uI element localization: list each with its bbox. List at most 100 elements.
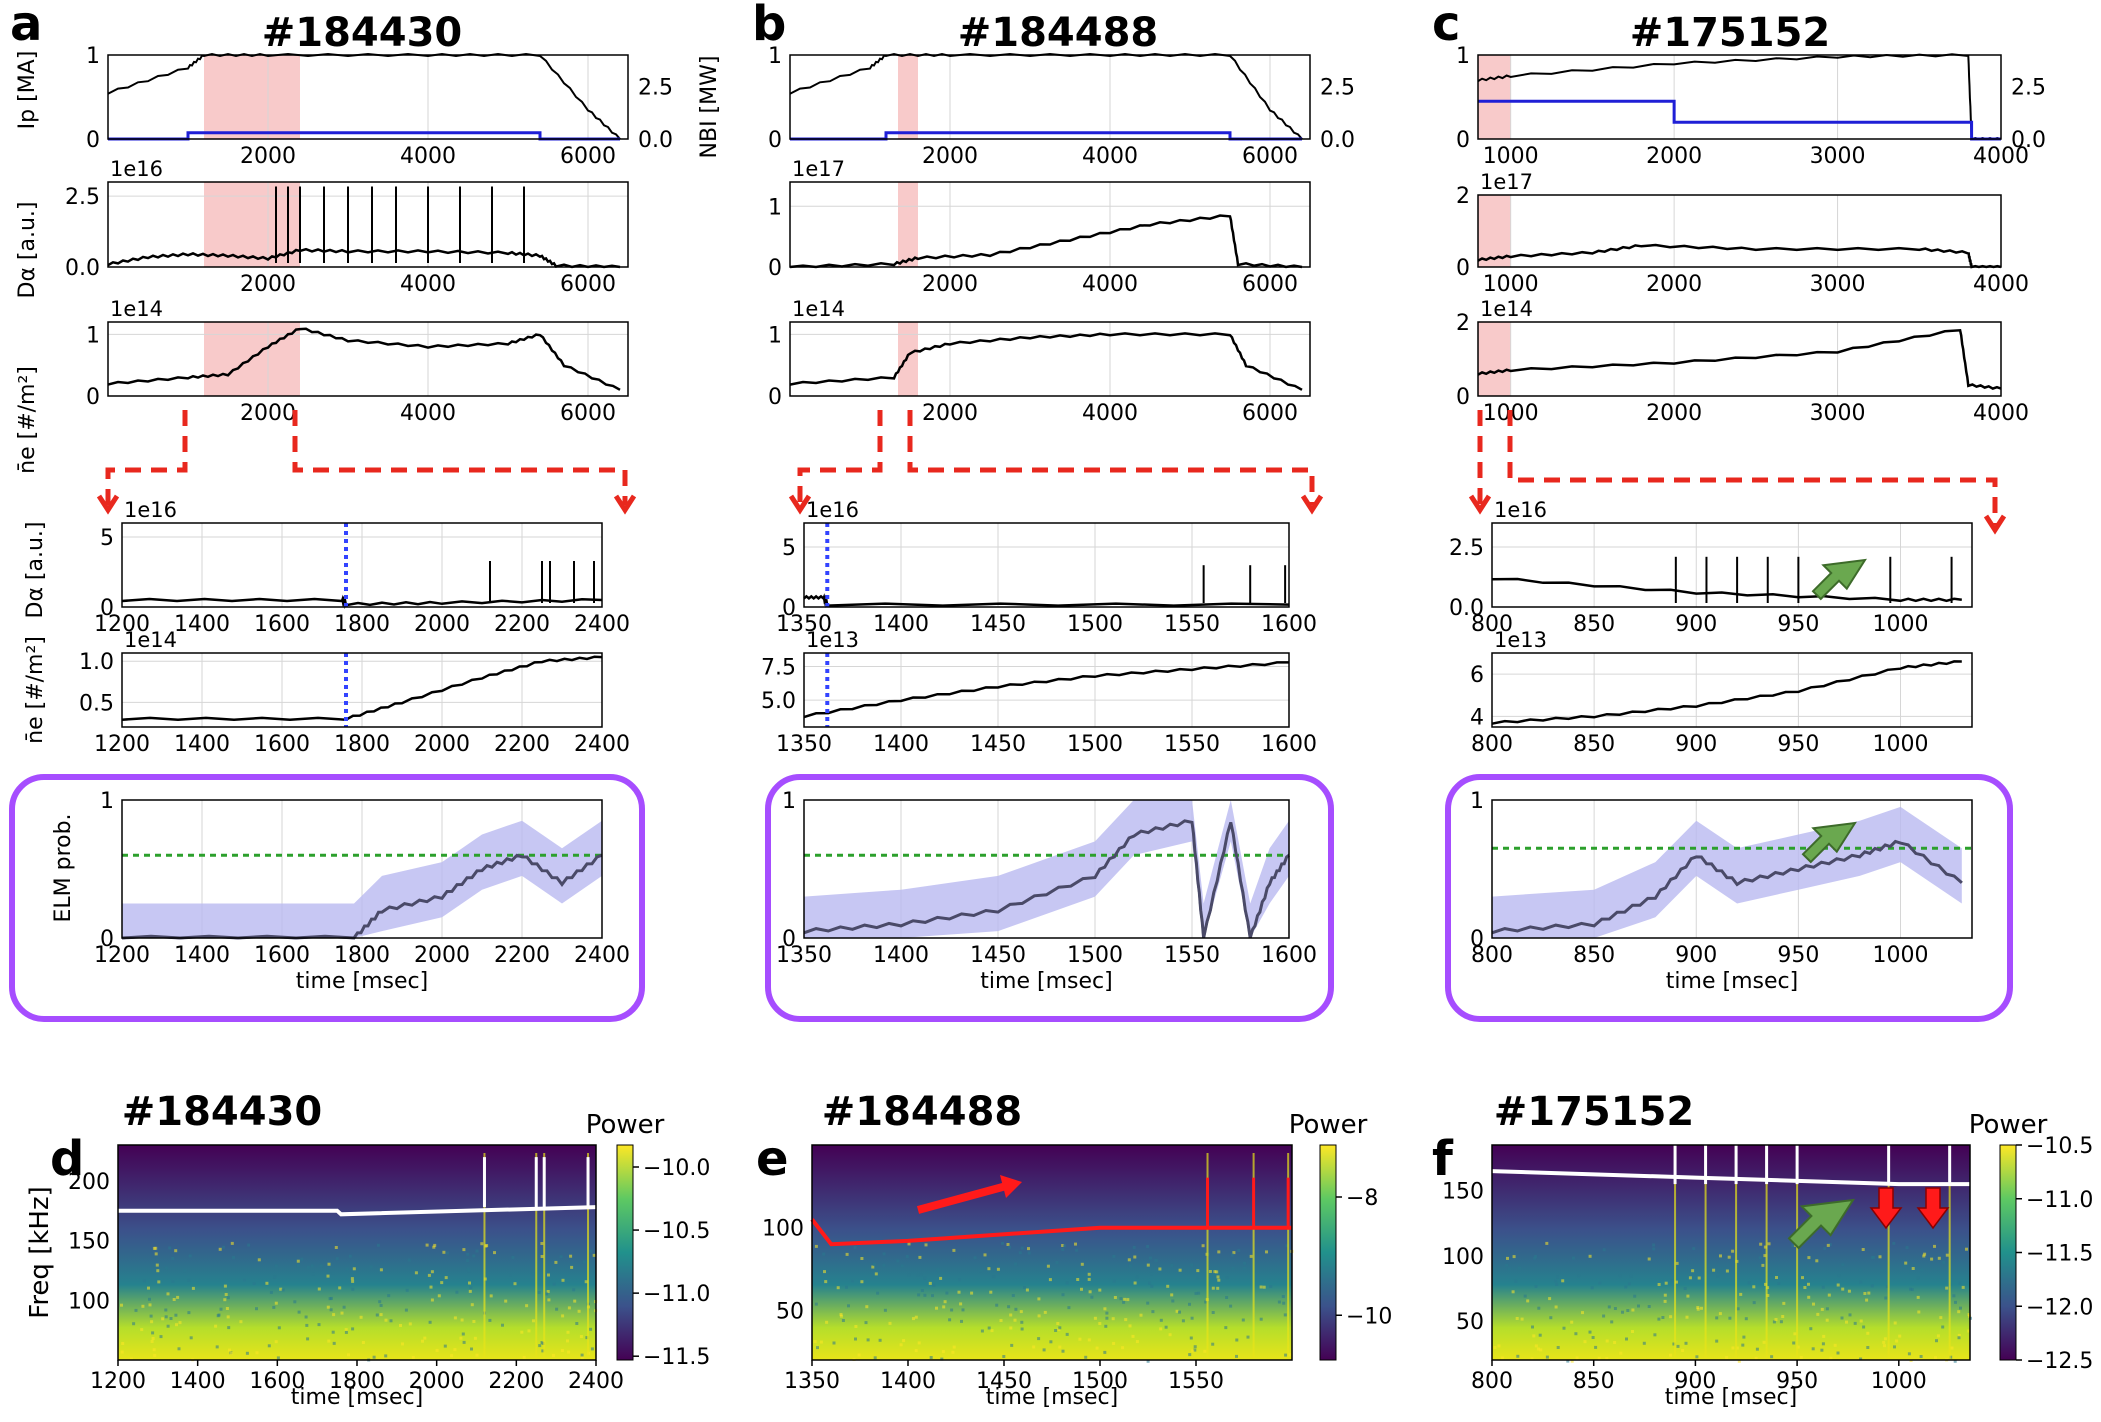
spectrogram-speckle bbox=[1518, 1266, 1521, 1270]
spectrogram-speckle bbox=[1533, 1256, 1537, 1260]
x-tick-label: 4000 bbox=[400, 272, 456, 297]
spectrogram-speckle bbox=[151, 1331, 155, 1335]
colorbar-label: Power bbox=[1969, 1110, 2048, 1140]
spectrogram-speckle bbox=[435, 1348, 439, 1352]
plasma-current-line bbox=[1477, 53, 2002, 141]
spectrogram-speckle bbox=[466, 1259, 469, 1263]
spectrogram-speckle bbox=[1013, 1318, 1017, 1322]
spectrogram-speckle bbox=[918, 1255, 922, 1259]
spectrogram-speckle bbox=[945, 1291, 949, 1295]
spectrogram-speckle bbox=[1781, 1315, 1785, 1318]
spectrogram-speckle bbox=[1548, 1297, 1552, 1301]
spectrogram-speckle bbox=[1074, 1242, 1077, 1246]
trend-arrow-head bbox=[1000, 1175, 1022, 1198]
spectrogram-speckle bbox=[1075, 1248, 1079, 1252]
spectrogram-speckle bbox=[1566, 1359, 1570, 1363]
highlight-box bbox=[765, 774, 1334, 1022]
y-tick-label: 0 bbox=[100, 596, 114, 621]
spectrogram-speckle bbox=[1811, 1347, 1815, 1351]
spectrogram-speckle bbox=[219, 1307, 223, 1311]
spectrogram-speckle bbox=[1194, 1291, 1198, 1295]
spectrogram-speckle bbox=[1741, 1343, 1745, 1347]
spectrogram-speckle bbox=[1945, 1286, 1949, 1290]
spectrogram-speckle bbox=[466, 1267, 470, 1271]
panel-letter-f: f bbox=[1432, 1131, 1454, 1187]
spectrogram-speckle bbox=[1087, 1277, 1091, 1281]
x-tick-label: 4000 bbox=[1082, 401, 1138, 426]
spectrogram-speckle bbox=[1537, 1306, 1541, 1310]
y-tick-label: 200 bbox=[68, 1170, 110, 1195]
spectrogram-speckle bbox=[1284, 1353, 1288, 1357]
colorbar-tick-label: −10 bbox=[1346, 1304, 1392, 1329]
spectrogram-speckle bbox=[317, 1287, 321, 1291]
spectrogram-speckle bbox=[847, 1304, 850, 1308]
arrow-head bbox=[1300, 494, 1324, 515]
spectrogram-speckle bbox=[379, 1304, 383, 1307]
spectrogram-speckle bbox=[509, 1273, 512, 1277]
spectrogram-speckle bbox=[1847, 1289, 1851, 1293]
y-tick-label: 2.5 bbox=[65, 185, 100, 210]
spectrogram-speckle bbox=[1196, 1269, 1200, 1273]
spectrogram-speckle bbox=[1088, 1290, 1092, 1294]
x-tick-label: 1000 bbox=[1873, 943, 1929, 968]
spectrogram-speckle bbox=[547, 1273, 550, 1277]
spectrogram-speckle bbox=[1859, 1280, 1863, 1284]
spectrogram-speckle bbox=[1865, 1298, 1869, 1302]
spectrogram-speckle bbox=[1952, 1294, 1956, 1298]
spectrogram-speckle bbox=[1146, 1301, 1150, 1305]
spectrogram-speckle bbox=[132, 1322, 136, 1326]
spectrogram-speckle bbox=[1812, 1302, 1815, 1306]
spectrogram-speckle bbox=[265, 1281, 269, 1285]
spectrogram-speckle bbox=[1957, 1336, 1961, 1340]
spectrogram-speckle bbox=[532, 1319, 535, 1323]
spectrogram-speckle bbox=[999, 1319, 1003, 1322]
y2-tick-label: 0.0 bbox=[1320, 128, 1355, 153]
spectrogram-speckle bbox=[142, 1279, 146, 1283]
spectrogram-speckle bbox=[1941, 1325, 1945, 1329]
spectrogram-speckle bbox=[375, 1313, 379, 1317]
spectrogram-speckle bbox=[1188, 1353, 1192, 1357]
elm-probability-line bbox=[803, 819, 1290, 939]
spectrogram-speckle bbox=[450, 1354, 454, 1358]
spectrogram-speckle bbox=[527, 1329, 531, 1333]
colorbar bbox=[1319, 1144, 1337, 1361]
spectrogram-speckle bbox=[171, 1256, 175, 1260]
spectrogram-speckle bbox=[344, 1328, 348, 1332]
spectrogram-speckle bbox=[1497, 1344, 1501, 1348]
x-tick-label: 1200 bbox=[94, 732, 150, 757]
spectrogram-speckle bbox=[580, 1356, 584, 1360]
spectrogram-speckle bbox=[1191, 1349, 1195, 1353]
spectrogram-speckle bbox=[140, 1328, 144, 1332]
spectrogram-speckle bbox=[1151, 1310, 1155, 1314]
spectrogram-speckle bbox=[857, 1353, 861, 1357]
x-tick-label: 1350 bbox=[776, 732, 832, 757]
y-tick-label: 100 bbox=[1442, 1245, 1484, 1270]
spectrogram-speckle bbox=[188, 1254, 192, 1258]
spectrogram-speckle bbox=[1728, 1316, 1732, 1320]
spectrogram-speckle bbox=[1530, 1357, 1534, 1361]
spectrogram-speckle bbox=[1196, 1276, 1199, 1280]
signal-trace bbox=[1491, 577, 1962, 603]
spectrogram-speckle bbox=[1178, 1310, 1181, 1314]
spectrogram-speckle bbox=[472, 1254, 476, 1258]
spectrogram-speckle bbox=[1104, 1324, 1108, 1328]
x-tick-label: 1450 bbox=[970, 732, 1026, 757]
x-tick-label: 2000 bbox=[409, 1369, 465, 1394]
spectrogram-speckle bbox=[155, 1263, 159, 1267]
spectrogram-speckle bbox=[1506, 1256, 1509, 1260]
spectrogram-speckle bbox=[1197, 1291, 1201, 1295]
spectrogram-speckle bbox=[222, 1245, 226, 1249]
spectrogram-speckle bbox=[473, 1336, 477, 1340]
spectrogram-speckle bbox=[1536, 1347, 1540, 1351]
spectrogram-speckle bbox=[1164, 1325, 1168, 1329]
spectrogram-speckle bbox=[446, 1251, 450, 1255]
x-tick-label: 4000 bbox=[1973, 144, 2029, 169]
spectrogram-speckle bbox=[359, 1315, 363, 1319]
spectrogram-speckle bbox=[335, 1257, 339, 1261]
spectrogram-speckle bbox=[472, 1320, 476, 1323]
y-tick-label: 1 bbox=[1470, 789, 1484, 814]
spectrogram-speckle bbox=[1139, 1313, 1143, 1317]
spectrogram-speckle bbox=[943, 1300, 947, 1304]
x-tick-label: 900 bbox=[1674, 1369, 1716, 1394]
spectrogram-speckle bbox=[1545, 1241, 1549, 1245]
